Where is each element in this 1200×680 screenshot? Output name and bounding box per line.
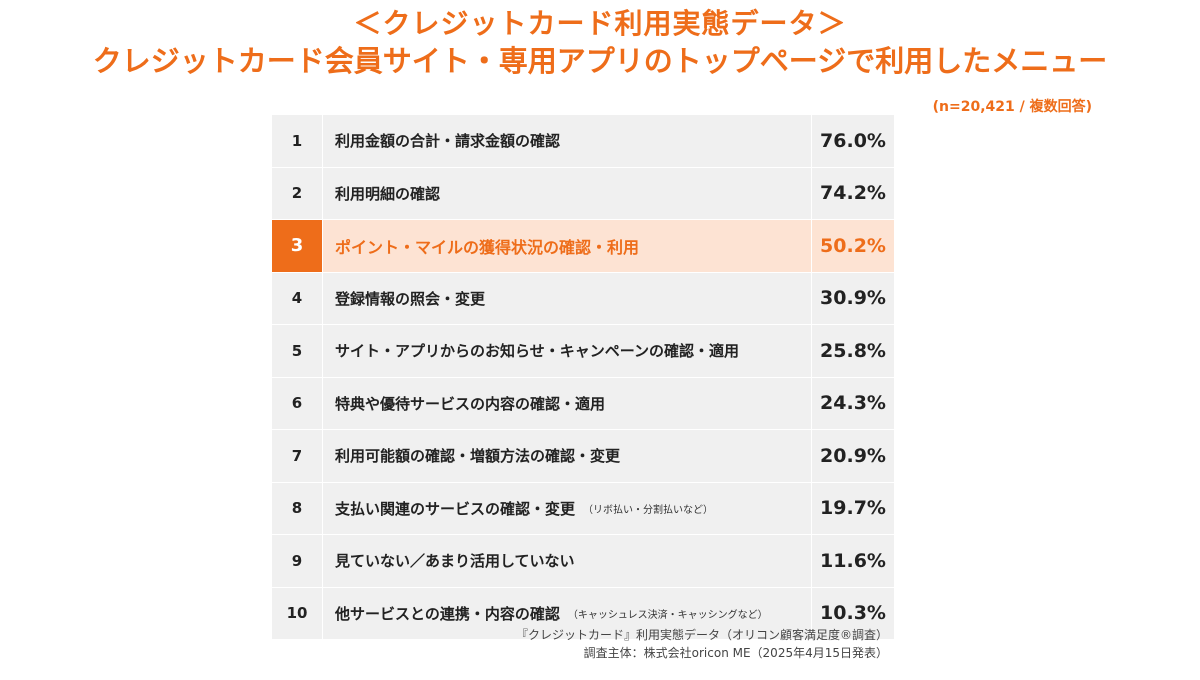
percentage-value: 11.6%: [820, 549, 886, 572]
percentage-value: 25.8%: [820, 339, 886, 362]
menu-label-text: 利用可能額の確認・増額方法の確認・変更: [335, 447, 621, 466]
menu-label: 利用明細の確認: [323, 167, 812, 219]
menu-label-text: ポイント・マイルの獲得状況の確認・利用: [335, 237, 640, 257]
rank-number: 2: [272, 167, 323, 219]
rank-number: 5: [272, 325, 323, 377]
percentage-value: 20.9%: [820, 444, 886, 467]
menu-label: 他サービスとの連携・内容の確認 （キャッシュレス決済・キャッシングなど）: [323, 587, 812, 639]
menu-label: 見ていない／あまり活用していない: [323, 535, 812, 587]
source-credit: 『クレジットカード』利用実態データ（オリコン顧客満足度®調査） 調査主体：株式会…: [516, 626, 888, 662]
table-row: 9 見ていない／あまり活用していない 11.6%: [272, 535, 894, 588]
rank-number: 9: [272, 535, 323, 587]
table-row: 5 サイト・アプリからのお知らせ・キャンペーンの確認・適用 25.8%: [272, 325, 894, 378]
rank-number: 7: [272, 430, 323, 482]
menu-label: ポイント・マイルの獲得状況の確認・利用: [323, 220, 812, 272]
menu-label: 支払い関連のサービスの確認・変更 （リボ払い・分割払いなど）: [323, 482, 812, 534]
menu-label: 利用可能額の確認・増額方法の確認・変更: [323, 430, 812, 482]
menu-label-note: （リボ払い・分割払いなど）: [583, 504, 714, 516]
menu-label-text: 他サービスとの連携・内容の確認: [335, 604, 560, 623]
percentage-value: 10.3%: [820, 602, 886, 625]
table-row: 3 ポイント・マイルの獲得状況の確認・利用 50.2%: [272, 220, 894, 273]
sample-size-note: (n=20,421 / 複数回答): [932, 99, 1092, 115]
rank-number: 4: [272, 272, 323, 324]
source-line-1: 『クレジットカード』利用実態データ（オリコン顧客満足度®調査）: [515, 628, 888, 642]
menu-label: 利用金額の合計・請求金額の確認: [323, 115, 812, 167]
source-line-2: 調査主体：株式会社oricon ME（2025年4月15日発表）: [583, 646, 888, 660]
menu-label-text: 見ていない／あまり活用していない: [335, 552, 575, 571]
table-row: 10 他サービスとの連携・内容の確認 （キャッシュレス決済・キャッシングなど） 10.…: [272, 587, 894, 640]
table-row: 7 利用可能額の確認・増額方法の確認・変更 20.9%: [272, 430, 894, 483]
percentage-value: 30.9%: [820, 287, 886, 310]
menu-label-note: （キャッシュレス決済・キャッシングなど）: [567, 609, 768, 621]
menu-label-text: 利用明細の確認: [335, 184, 441, 203]
menu-label-text: サイト・アプリからのお知らせ・キャンペーンの確認・適用: [335, 342, 739, 361]
menu-label: サイト・アプリからのお知らせ・キャンペーンの確認・適用: [323, 325, 812, 377]
rank-number: 8: [272, 482, 323, 534]
table-row: 2 利用明細の確認 74.2%: [272, 167, 894, 220]
rank-number: 6: [272, 377, 323, 429]
menu-label-text: 登録情報の照会・変更: [335, 289, 486, 308]
title-block: ＜クレジットカード利用実態データ＞ クレジットカード会員サイト・専用アプリのトッ…: [0, 6, 1200, 80]
rank-number: 3: [272, 220, 323, 272]
percentage-value: 50.2%: [820, 234, 886, 257]
menu-label: 登録情報の照会・変更: [323, 272, 812, 324]
table-row: 8 支払い関連のサービスの確認・変更 （リボ払い・分割払いなど） 19.7%: [272, 482, 894, 535]
menu-label-text: 特典や優待サービスの内容の確認・適用: [335, 394, 606, 413]
menu-label-text: 利用金額の合計・請求金額の確認: [335, 132, 561, 151]
ranking-table: 1 利用金額の合計・請求金額の確認 76.0% 2 利用明細の確認 74.2% 3 ポイント・…: [272, 115, 894, 640]
table-row: 4 登録情報の照会・変更 30.9%: [272, 272, 894, 325]
menu-label: 特典や優待サービスの内容の確認・適用: [323, 377, 812, 429]
table-row: 6 特典や優待サービスの内容の確認・適用 24.3%: [272, 377, 894, 430]
percentage-value: 24.3%: [820, 392, 886, 415]
rank-number: 1: [272, 115, 323, 167]
percentage-value: 19.7%: [820, 497, 886, 520]
rank-number: 10: [272, 587, 323, 639]
menu-label-text: 支払い関連のサービスの確認・変更: [335, 499, 576, 518]
percentage-value: 76.0%: [820, 129, 886, 152]
page-title-line2: クレジットカード会員サイト・専用アプリのトップページで利用したメニュー: [92, 44, 1108, 78]
page-title-line1: ＜クレジットカード利用実態データ＞: [353, 7, 847, 40]
percentage-value: 74.2%: [820, 182, 886, 205]
table-row: 1 利用金額の合計・請求金額の確認 76.0%: [272, 115, 894, 168]
